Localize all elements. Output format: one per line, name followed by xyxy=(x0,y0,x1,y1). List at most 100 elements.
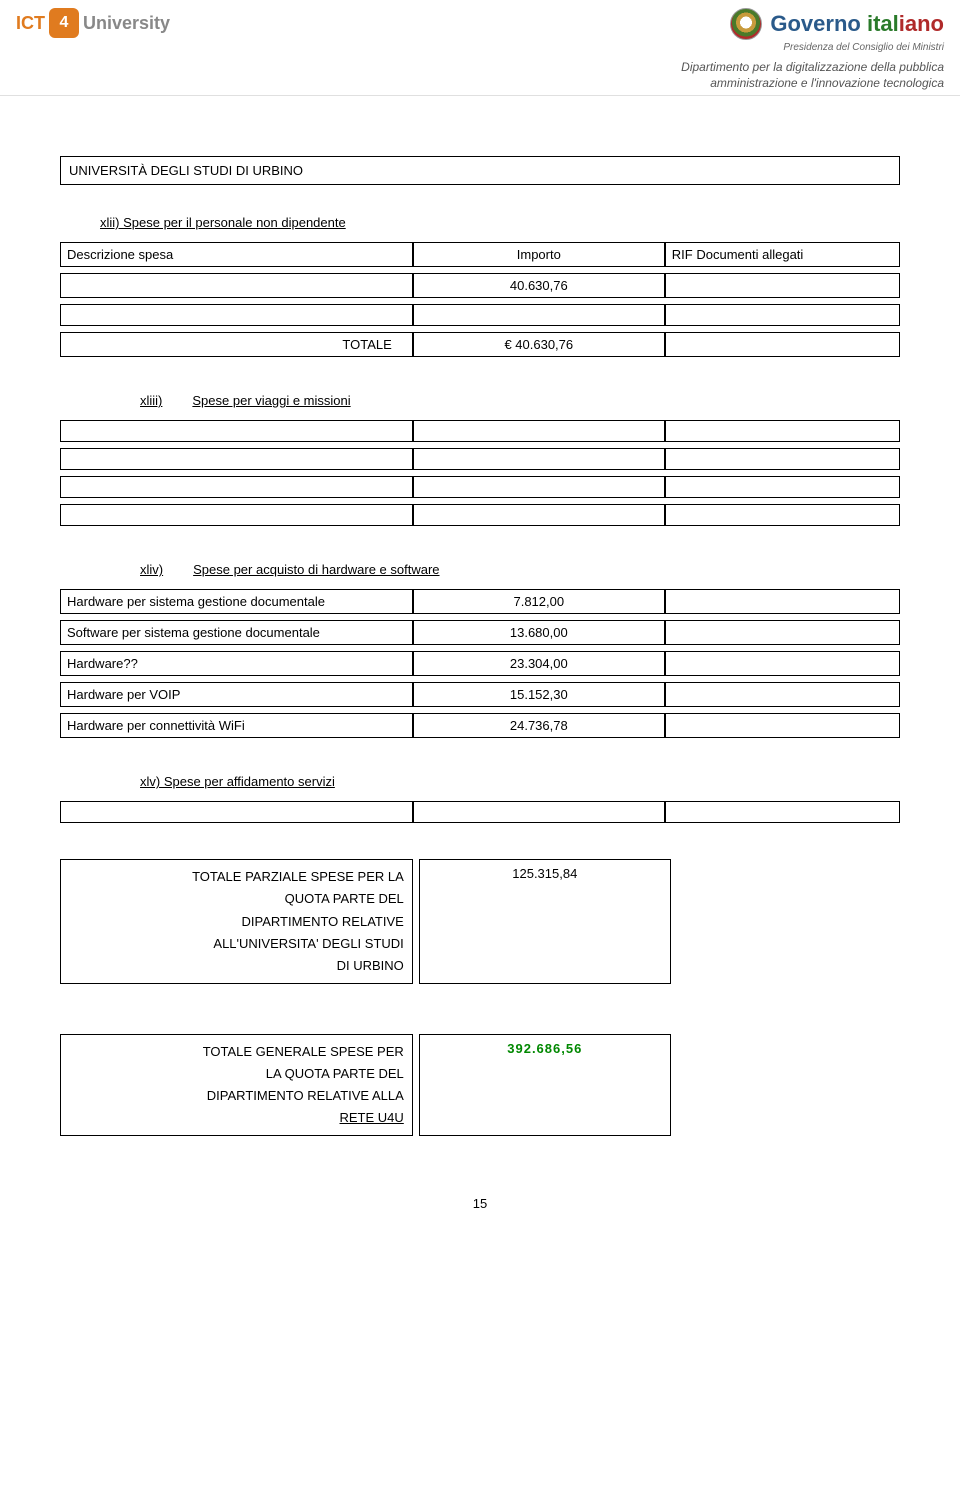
summary-line: TOTALE PARZIALE SPESE PER LA xyxy=(192,869,404,884)
cell-empty xyxy=(413,420,665,442)
col-header-importo: Importo xyxy=(413,242,665,267)
summary-line-underline: RETE U4U xyxy=(340,1110,404,1125)
cell-empty xyxy=(665,332,900,357)
cell-empty xyxy=(413,304,665,326)
table-row-empty xyxy=(60,476,900,498)
summary-line: DI URBINO xyxy=(337,958,404,973)
col-header-desc: Descrizione spesa xyxy=(60,242,413,267)
table-total-row: TOTALE € 40.630,76 xyxy=(60,332,900,357)
section-xlv-label: xlv) Spese per affidamento servizi xyxy=(140,774,900,789)
cell-desc: Hardware per VOIP xyxy=(60,682,413,707)
university-title-box: UNIVERSITÀ DEGLI STUDI DI URBINO xyxy=(60,156,900,185)
cell-empty xyxy=(665,801,900,823)
cell-val: 24.736,78 xyxy=(413,713,665,738)
cell-empty xyxy=(60,504,413,526)
table-row-empty xyxy=(60,420,900,442)
summary-general-value: 392.686,56 xyxy=(419,1034,671,1136)
cell-ref xyxy=(665,651,900,676)
table-header-row: Descrizione spesa Importo RIF Documenti … xyxy=(60,242,900,267)
table-row: Software per sistema gestione documental… xyxy=(60,620,900,645)
cell-empty xyxy=(60,304,413,326)
table-xliii xyxy=(60,414,900,532)
gov-text: Governo italiano xyxy=(770,11,944,37)
cell-ref xyxy=(665,589,900,614)
table-row: 40.630,76 xyxy=(60,273,900,298)
table-row-empty xyxy=(60,801,900,823)
table-row-empty xyxy=(60,304,900,326)
col-header-rif: RIF Documenti allegati xyxy=(665,242,900,267)
table-xlv xyxy=(60,795,900,829)
logo-ict-text: ICT xyxy=(16,13,45,34)
summary-general-label: TOTALE GENERALE SPESE PER LA QUOTA PARTE… xyxy=(60,1034,413,1136)
table-row: Hardware??23.304,00 xyxy=(60,651,900,676)
cell-empty xyxy=(665,304,900,326)
dept-line-2: amministrazione e l'innovazione tecnolog… xyxy=(710,76,944,90)
xliv-prefix: xliv) xyxy=(140,562,163,577)
table-row: Hardware per connettività WiFi24.736,78 xyxy=(60,713,900,738)
summary-line: DIPARTIMENTO RELATIVE xyxy=(242,914,404,929)
section-xlii-label: xlii) Spese per il personale non dipende… xyxy=(100,215,900,230)
logo-ict4university: ICT 4 University xyxy=(16,8,170,38)
cell-empty xyxy=(413,801,665,823)
cell-empty xyxy=(413,476,665,498)
cell-val: 40.630,76 xyxy=(413,273,665,298)
summary-line: TOTALE GENERALE SPESE PER xyxy=(203,1044,404,1059)
cell-val: 13.680,00 xyxy=(413,620,665,645)
summary-line: ALL'UNIVERSITA' DEGLI STUDI xyxy=(213,936,403,951)
cell-empty xyxy=(413,504,665,526)
cell-empty xyxy=(60,420,413,442)
cell-empty xyxy=(60,476,413,498)
cell-desc: Hardware?? xyxy=(60,651,413,676)
gov-word-governo: Governo xyxy=(770,11,860,36)
xliii-text: Spese per viaggi e missioni xyxy=(192,393,350,408)
cell-empty xyxy=(665,504,900,526)
summary-partial: TOTALE PARZIALE SPESE PER LA QUOTA PARTE… xyxy=(60,859,900,983)
cell-ref xyxy=(665,682,900,707)
summary-partial-label: TOTALE PARZIALE SPESE PER LA QUOTA PARTE… xyxy=(60,859,413,983)
xliii-prefix: xliii) xyxy=(140,393,162,408)
cell-desc: Hardware per sistema gestione documental… xyxy=(60,589,413,614)
cell-total-value: € 40.630,76 xyxy=(413,332,665,357)
table-row-empty xyxy=(60,448,900,470)
cell-desc: Hardware per connettività WiFi xyxy=(60,713,413,738)
summary-general: TOTALE GENERALE SPESE PER LA QUOTA PARTE… xyxy=(60,1034,900,1136)
cell-ref xyxy=(665,713,900,738)
page-number: 15 xyxy=(60,1196,900,1211)
cell-empty xyxy=(665,420,900,442)
gov-logo-block: Governo italiano Presidenza del Consigli… xyxy=(681,8,944,91)
cell-val: 23.304,00 xyxy=(413,651,665,676)
table-row-empty xyxy=(60,504,900,526)
summary-line: DIPARTIMENTO RELATIVE ALLA xyxy=(207,1088,404,1103)
cell-empty xyxy=(60,448,413,470)
cell-empty xyxy=(413,448,665,470)
logo-four-badge: 4 xyxy=(49,8,79,38)
cell-ref xyxy=(665,273,900,298)
table-xliv: Hardware per sistema gestione documental… xyxy=(60,583,900,744)
page-header: ICT 4 University Governo italiano Presid… xyxy=(0,0,960,96)
section-xliv-label: xliv) Spese per acquisto di hardware e so… xyxy=(140,562,900,577)
cell-empty xyxy=(665,448,900,470)
gov-word-ital: italiano xyxy=(867,11,944,36)
table-row: Hardware per VOIP15.152,30 xyxy=(60,682,900,707)
dept-line-1: Dipartimento per la digitalizzazione del… xyxy=(681,60,944,74)
cell-desc: Software per sistema gestione documental… xyxy=(60,620,413,645)
italy-emblem-icon xyxy=(730,8,762,40)
summary-partial-value: 125.315,84 xyxy=(419,859,671,983)
section-xliii-label: xliii) Spese per viaggi e missioni xyxy=(140,393,900,408)
table-row: Hardware per sistema gestione documental… xyxy=(60,589,900,614)
cell-ref xyxy=(665,620,900,645)
cell-total-label: TOTALE xyxy=(60,332,413,357)
table-xlii: Descrizione spesa Importo RIF Documenti … xyxy=(60,236,900,363)
cell-desc xyxy=(60,273,413,298)
cell-val: 15.152,30 xyxy=(413,682,665,707)
page-content: UNIVERSITÀ DEGLI STUDI DI URBINO xlii) S… xyxy=(0,96,960,1231)
gov-line: Governo italiano xyxy=(681,8,944,40)
cell-val: 7.812,00 xyxy=(413,589,665,614)
summary-line: QUOTA PARTE DEL xyxy=(285,891,404,906)
dept-text: Dipartimento per la digitalizzazione del… xyxy=(681,59,944,91)
summary-line: LA QUOTA PARTE DEL xyxy=(266,1066,404,1081)
cell-empty xyxy=(665,476,900,498)
gov-subtitle: Presidenza del Consiglio dei Ministri xyxy=(681,42,944,53)
xliv-text: Spese per acquisto di hardware e softwar… xyxy=(193,562,439,577)
cell-empty xyxy=(60,801,413,823)
